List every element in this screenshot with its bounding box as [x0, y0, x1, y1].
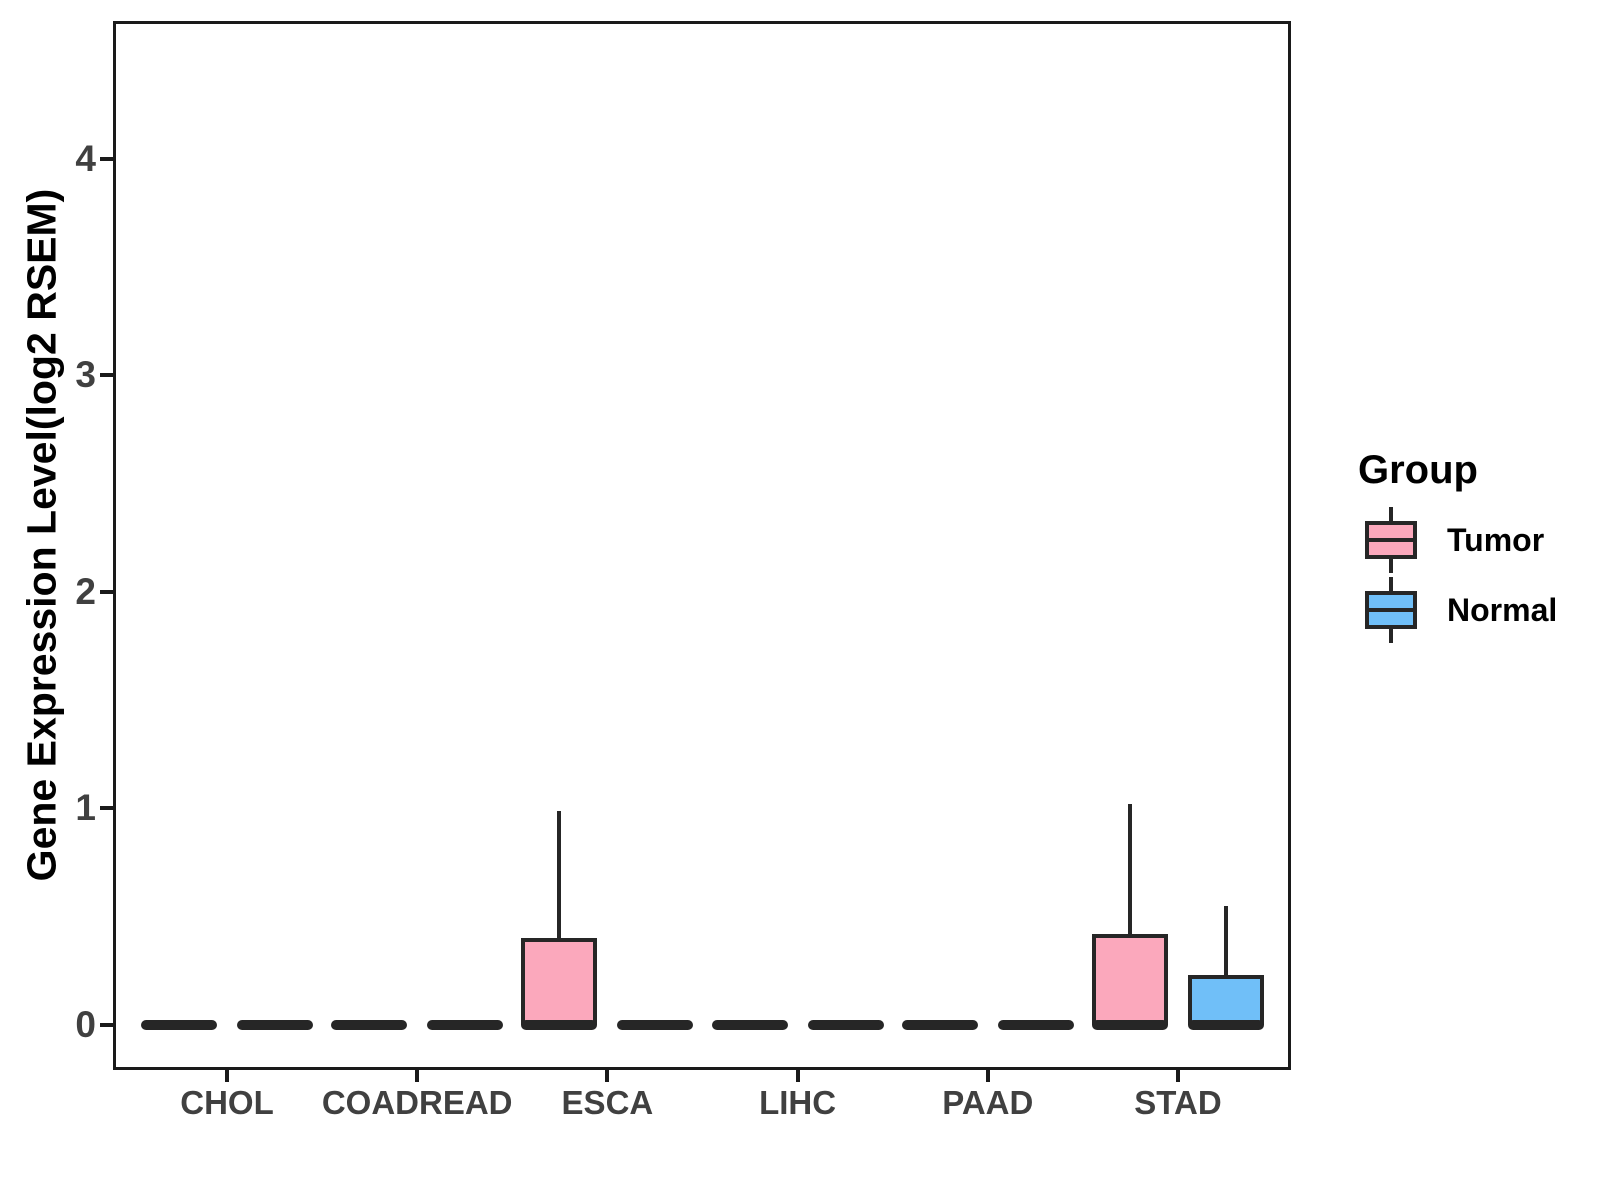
- whisker-stad-tumor: [1128, 804, 1132, 937]
- x-tick-label-stad: STAD: [1134, 1084, 1222, 1121]
- x-tick-label-chol: CHOL: [180, 1084, 274, 1121]
- legend: Group Tumor Normal: [1358, 446, 1600, 647]
- median-lihc-tumor: [711, 1020, 788, 1030]
- y-axis-title: Gene Expression Level(log2 RSEM): [18, 188, 65, 882]
- legend-entry-normal: Normal: [1358, 577, 1600, 643]
- median-paad-normal: [997, 1020, 1074, 1030]
- box-stad-tumor: [1092, 934, 1168, 1025]
- y-tick-mark-1: [100, 806, 113, 811]
- plot-panel: [113, 21, 1291, 1070]
- legend-title: Group: [1358, 448, 1478, 492]
- x-tick-mark-esca: [605, 1070, 610, 1082]
- y-tick-label-2: 2: [75, 570, 96, 612]
- y-tick-label-1: 1: [75, 787, 96, 829]
- tumor-boxplot-key-icon: [1365, 507, 1417, 573]
- y-tick-mark-3: [100, 373, 113, 378]
- x-tick-label-paad: PAAD: [942, 1084, 1034, 1121]
- y-tick-mark-0: [100, 1023, 113, 1027]
- x-tick-mark-coadread: [415, 1070, 420, 1082]
- x-tick-label-coadread: COADREAD: [321, 1084, 513, 1121]
- median-chol-normal: [237, 1020, 313, 1030]
- key-median: [1365, 538, 1417, 542]
- y-tick-mark-2: [100, 589, 113, 594]
- whisker-esca-tumor: [557, 810, 562, 941]
- normal-boxplot-key-icon: [1365, 577, 1417, 643]
- whisker-stad-normal: [1224, 905, 1228, 978]
- median-coadread-normal: [427, 1020, 504, 1030]
- x-tick-mark-stad: [1176, 1070, 1180, 1082]
- box-stad-normal: [1188, 975, 1264, 1025]
- x-tick-label-esca: ESCA: [561, 1084, 654, 1121]
- median-stad-normal: [1188, 1020, 1264, 1030]
- box-esca-tumor: [521, 938, 598, 1025]
- y-tick-label-3: 3: [75, 354, 96, 396]
- median-esca-tumor: [521, 1020, 598, 1030]
- y-tick-mark-4: [100, 156, 113, 161]
- y-tick-label-4: 4: [75, 137, 96, 179]
- median-chol-tumor: [141, 1020, 217, 1030]
- legend-entry-tumor: Tumor: [1358, 507, 1600, 573]
- key-median: [1365, 608, 1417, 612]
- x-tick-mark-paad: [985, 1070, 990, 1082]
- median-esca-normal: [617, 1020, 694, 1030]
- median-coadread-tumor: [331, 1020, 408, 1030]
- legend-label-tumor: Tumor: [1447, 521, 1545, 558]
- x-tick-mark-chol: [225, 1070, 229, 1082]
- median-paad-tumor: [901, 1020, 978, 1030]
- legend-label-normal: Normal: [1447, 591, 1558, 628]
- x-tick-mark-lihc: [795, 1070, 800, 1082]
- x-tick-label-lihc: LIHC: [759, 1084, 837, 1121]
- median-lihc-normal: [807, 1020, 884, 1030]
- median-stad-tumor: [1092, 1020, 1168, 1030]
- y-tick-label-0: 0: [75, 1004, 96, 1045]
